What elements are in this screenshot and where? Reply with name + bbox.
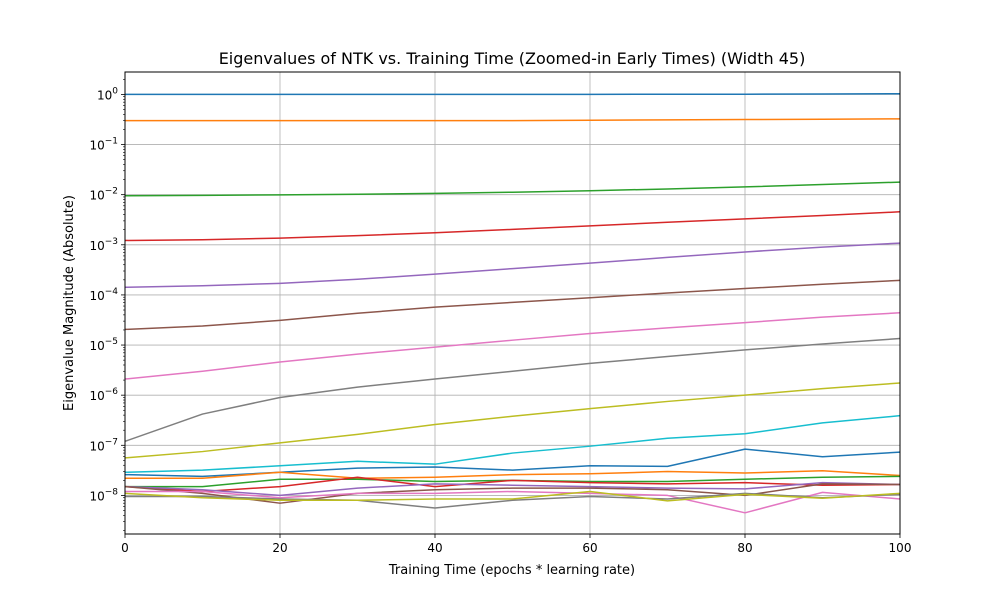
y-tick-label: 10−6 (89, 387, 118, 403)
series-line-6 (124, 279, 901, 331)
x-tick-label: 100 (889, 541, 912, 555)
series-line-7 (124, 312, 901, 380)
y-tick-label: 10−3 (89, 237, 118, 253)
y-tick-label: 100 (97, 86, 118, 102)
series-line-17 (125, 490, 901, 514)
y-tick-label: 10−1 (89, 137, 118, 153)
y-tick-label: 10−7 (89, 437, 118, 453)
series-line-2 (125, 118, 901, 122)
y-axis-label: Eigenvalue Magnitude (Absolute) (62, 195, 77, 411)
x-tick-label: 40 (427, 541, 442, 555)
x-axis-label: Training Time (epochs * learning rate) (388, 563, 635, 578)
series-line-1 (125, 93, 901, 96)
series-line-4 (124, 211, 901, 242)
axis-ticks: 0 20 40 60 80 100 10−8 10−7 10−6 10−5 10−4 10−3 10−2… (89, 79, 911, 555)
x-tick-label: 60 (582, 541, 597, 555)
series-line-18 (125, 492, 901, 509)
series-lines (124, 93, 901, 514)
series-line-9 (124, 382, 901, 459)
series-line-12 (125, 470, 901, 480)
x-tick-label: 20 (272, 541, 287, 555)
y-tick-label: 10−2 (89, 187, 118, 203)
series-line-5 (124, 242, 901, 289)
series-line-19 (124, 490, 901, 502)
y-tick-label: 10−4 (89, 287, 118, 303)
y-tick-label: 10−8 (89, 487, 118, 503)
series-line-15 (124, 481, 901, 497)
series-line-3 (124, 181, 901, 197)
series-line-10 (124, 414, 901, 473)
plot-frame (124, 71, 901, 535)
series-line-14 (124, 476, 901, 493)
x-tick-label: 0 (121, 541, 129, 555)
y-tick-label: 10−5 (89, 337, 118, 353)
chart-title: Eigenvalues of NTK vs. Training Time (Zo… (219, 49, 806, 68)
x-tick-label: 80 (737, 541, 752, 555)
series-line-8 (124, 337, 901, 443)
